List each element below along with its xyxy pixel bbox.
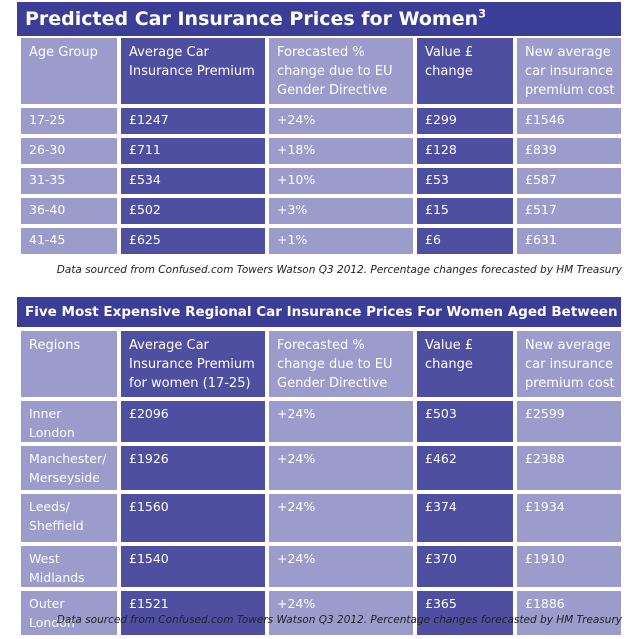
- header-value-change: Value £ change: [417, 331, 513, 397]
- forecast-change-cell: +24%: [269, 401, 413, 442]
- new-premium-cell: £587: [517, 168, 621, 194]
- value-change-cell: £6: [417, 228, 513, 254]
- average-premium-cell: £1247: [121, 108, 265, 134]
- forecast-change-cell: +18%: [269, 138, 413, 164]
- new-premium-cell: £1910: [517, 546, 621, 587]
- header-average-premium: Average Car Insurance Premium for women …: [121, 331, 265, 397]
- table-row: 41-45 £625 +1% £6 £631: [21, 228, 621, 254]
- table-row: 17-25 £1247 +24% £299 £1546: [21, 108, 621, 134]
- table2-title-banner: Five Most Expensive Regional Car Insuran…: [17, 297, 621, 327]
- value-change-cell: £365: [417, 591, 513, 635]
- table-row: 26-30 £711 +18% £128 £839: [21, 138, 621, 164]
- new-premium-cell: £1886: [517, 591, 621, 635]
- header-forecast-change: Forecasted % change due to EU Gender Dir…: [269, 331, 413, 397]
- forecast-change-cell: +10%: [269, 168, 413, 194]
- new-premium-cell: £1546: [517, 108, 621, 134]
- value-change-cell: £53: [417, 168, 513, 194]
- table1-source-note: Data sourced from Confused.com Towers Wa…: [56, 264, 622, 276]
- forecast-change-cell: +24%: [269, 446, 413, 490]
- table2-title: Five Most Expensive Regional Car Insuran…: [25, 304, 621, 320]
- table-row: Outer London £1521 +24% £365 £1886: [21, 591, 621, 635]
- average-premium-cell: £502: [121, 198, 265, 224]
- average-premium-cell: £1521: [121, 591, 265, 635]
- average-premium-cell: £1560: [121, 494, 265, 542]
- forecast-change-cell: +24%: [269, 591, 413, 635]
- value-change-cell: £15: [417, 198, 513, 224]
- new-premium-cell: £839: [517, 138, 621, 164]
- table1-title-banner: Predicted Car Insurance Prices for Women…: [17, 2, 621, 36]
- table-row: Leeds/ Sheffield £1560 +24% £374 £1934: [21, 494, 621, 542]
- new-premium-cell: £2599: [517, 401, 621, 442]
- table-row: 31-35 £534 +10% £53 £587: [21, 168, 621, 194]
- region-cell: Manchester/ Merseyside: [21, 446, 117, 490]
- table-header-row: Age Group Average Car Insurance Premium …: [21, 38, 621, 104]
- value-change-cell: £299: [417, 108, 513, 134]
- forecast-change-cell: +3%: [269, 198, 413, 224]
- forecast-change-cell: +1%: [269, 228, 413, 254]
- table-row: 36-40 £502 +3% £15 £517: [21, 198, 621, 224]
- table2-source-note: Data sourced from Confused.com Towers Wa…: [56, 614, 622, 626]
- table1-title: Predicted Car Insurance Prices for Women: [25, 8, 479, 30]
- average-premium-cell: £534: [121, 168, 265, 194]
- region-cell: Outer London: [21, 591, 117, 635]
- age-group-cell: 17-25: [21, 108, 117, 134]
- average-premium-cell: £1540: [121, 546, 265, 587]
- forecast-change-cell: +24%: [269, 494, 413, 542]
- new-premium-cell: £2388: [517, 446, 621, 490]
- value-change-cell: £370: [417, 546, 513, 587]
- value-change-cell: £374: [417, 494, 513, 542]
- forecast-change-cell: +24%: [269, 546, 413, 587]
- age-group-cell: 36-40: [21, 198, 117, 224]
- new-premium-cell: £631: [517, 228, 621, 254]
- region-cell: Inner London: [21, 401, 117, 442]
- average-premium-cell: £625: [121, 228, 265, 254]
- value-change-cell: £128: [417, 138, 513, 164]
- table1-title-footnote: 3: [478, 6, 487, 21]
- table-row: Manchester/ Merseyside £1926 +24% £462 £…: [21, 446, 621, 490]
- header-new-premium: New average car insurance premium cost: [517, 331, 621, 397]
- age-group-cell: 41-45: [21, 228, 117, 254]
- age-group-cell: 31-35: [21, 168, 117, 194]
- header-age-group: Age Group: [21, 38, 117, 104]
- table-header-row: Regions Average Car Insurance Premium fo…: [21, 331, 621, 397]
- new-premium-cell: £1934: [517, 494, 621, 542]
- table-row: West Midlands £1540 +24% £370 £1910: [21, 546, 621, 587]
- table-row: Inner London £2096 +24% £503 £2599: [21, 401, 621, 442]
- header-new-premium: New average car insurance premium cost: [517, 38, 621, 104]
- header-value-change: Value £ change: [417, 38, 513, 104]
- value-change-cell: £462: [417, 446, 513, 490]
- region-cell: West Midlands: [21, 546, 117, 587]
- header-regions: Regions: [21, 331, 117, 397]
- header-forecast-change: Forecasted % change due to EU Gender Dir…: [269, 38, 413, 104]
- new-premium-cell: £517: [517, 198, 621, 224]
- average-premium-cell: £2096: [121, 401, 265, 442]
- age-group-cell: 26-30: [21, 138, 117, 164]
- region-cell: Leeds/ Sheffield: [21, 494, 117, 542]
- forecast-change-cell: +24%: [269, 108, 413, 134]
- average-premium-cell: £711: [121, 138, 265, 164]
- regional-prices-table: Regions Average Car Insurance Premium fo…: [17, 327, 625, 639]
- average-premium-cell: £1926: [121, 446, 265, 490]
- age-group-prices-table: Age Group Average Car Insurance Premium …: [17, 34, 625, 258]
- value-change-cell: £503: [417, 401, 513, 442]
- header-average-premium: Average Car Insurance Premium: [121, 38, 265, 104]
